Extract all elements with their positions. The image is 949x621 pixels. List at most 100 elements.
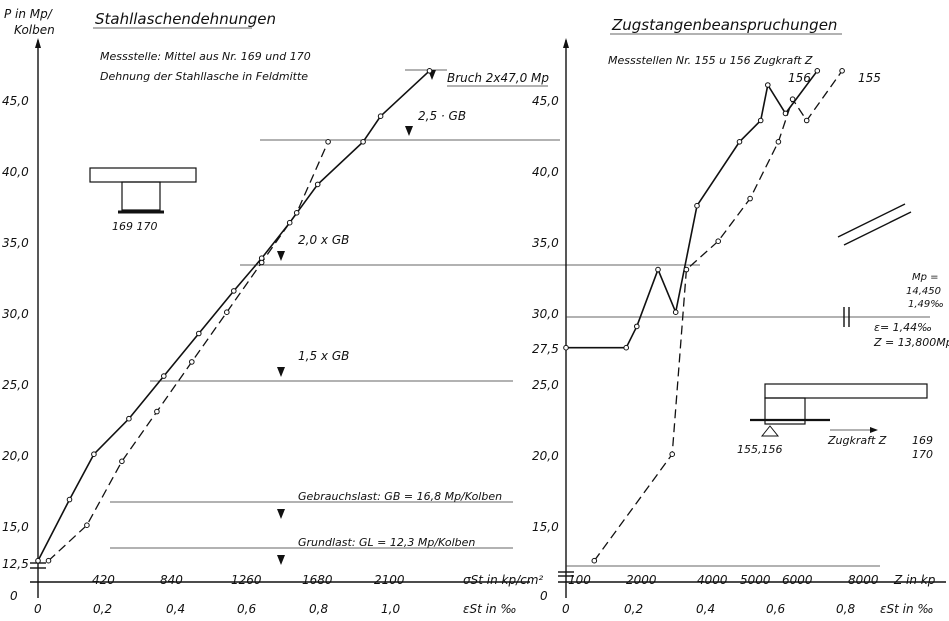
left-x-ticks-bottom: 0 0,2 0,4 0,6 0,8 1,0 εSt in ‰: [34, 602, 517, 616]
gb15-marker-icon: [277, 367, 285, 377]
left-chart: Stahllaschendehnungen Messstelle: Mittel…: [2, 7, 700, 616]
gb25-marker-icon: [405, 126, 413, 136]
data-point-170: [189, 359, 195, 365]
left-subtitle-2: Dehnung der Stahllasche in Feldmitte: [100, 70, 308, 83]
data-point-170: [258, 259, 265, 266]
series-line-170: [48, 141, 329, 562]
left-plot-area: [35, 68, 433, 564]
inset-label-155-156: 155,156: [737, 443, 783, 456]
data-point-156: [814, 68, 821, 74]
left-ytick: 35,0: [2, 236, 29, 250]
left-ytick: 12,5: [2, 557, 29, 571]
annot-grund: Grundlast: GL = 12,3 Mp/Kolben: [298, 536, 475, 549]
inset-flange-right: [764, 383, 928, 399]
annot-mp-3: 1,49‰: [908, 299, 944, 310]
right-xtick-top: 5000: [740, 573, 771, 587]
data-point-155: [715, 238, 722, 244]
grund-marker-icon: [277, 555, 285, 565]
data-point-169: [35, 557, 41, 564]
annot-z: Z = 13,800Mp: [873, 336, 949, 349]
annot-mp-2: 14,450: [906, 286, 941, 297]
data-point-155: [789, 96, 796, 102]
data-point-169: [314, 181, 321, 188]
inset-web-right: [764, 397, 806, 425]
right-xtick-bottom: 0,4: [696, 602, 715, 616]
data-point-155: [803, 117, 810, 124]
left-ytick: 40,0: [2, 165, 29, 179]
data-point-169: [231, 288, 237, 294]
left-ytick: 25,0: [2, 378, 29, 392]
annot-eps: ε= 1,44‰: [874, 321, 932, 334]
left-xlabel-top: σSt in kp/cm²: [463, 573, 543, 587]
right-xtick-top: 6000: [782, 573, 813, 587]
right-xlabel-bottom: εSt in ‰: [880, 602, 934, 616]
annot-gb15: 1,5 x GB: [298, 349, 349, 363]
right-chart: Zugstangenbeanspruchungen Messstellen Nr…: [532, 16, 949, 616]
left-ytick: 20,0: [2, 449, 29, 463]
left-ylabel-2: Kolben: [14, 23, 55, 37]
annot-gb20: 2,0 x GB: [298, 233, 349, 247]
label-155: 155: [858, 71, 881, 85]
series-line-155: [593, 70, 843, 562]
left-inset-section: 169 170: [89, 167, 197, 233]
inset-label: 169 170: [112, 220, 158, 233]
left-xtick-bottom: 0: [34, 602, 42, 616]
data-point-170: [224, 309, 230, 316]
left-subtitle-1: Messstelle: Mittel aus Nr. 169 und 170: [100, 50, 311, 63]
data-point-170: [325, 139, 331, 145]
right-title: Zugstangenbeanspruchungen: [611, 16, 837, 34]
data-point-169: [161, 373, 167, 379]
right-x-ticks-bottom: 0 0,2 0,4 0,6 0,8 εSt in ‰: [562, 602, 934, 616]
annot-mp-1: Mp =: [912, 272, 939, 283]
data-point-155: [775, 139, 782, 145]
right-plot-area: [563, 68, 845, 564]
left-title: Stahllaschendehnungen: [95, 10, 276, 28]
load-markers: [277, 70, 436, 565]
right-xtick-top: 4000: [697, 573, 728, 587]
data-point-156: [757, 117, 764, 124]
right-ytick: 40,0: [532, 165, 559, 179]
data-point-169: [196, 330, 202, 337]
right-xtick-bottom: 0,6: [766, 602, 785, 616]
inset-label-169: 169: [912, 434, 933, 447]
data-point-156: [563, 344, 569, 351]
gebrauch-marker-icon: [277, 509, 285, 519]
left-ylabel-1: P in Mp/: [4, 7, 54, 21]
annot-gb25: 2,5 · GB: [418, 109, 466, 123]
data-point-169: [91, 451, 97, 458]
gb20-marker-icon: [277, 251, 285, 261]
series-line-169: [37, 70, 431, 562]
left-xtick-bottom: 0,6: [237, 602, 256, 616]
data-point-155: [747, 195, 753, 202]
left-xtick-bottom: 0,2: [93, 602, 112, 616]
left-xtick-top: 420: [92, 573, 115, 587]
left-xtick-top: 1680: [302, 573, 333, 587]
data-point-156: [765, 82, 771, 88]
right-ytick: 25,0: [532, 378, 559, 392]
data-point-169: [126, 415, 132, 422]
inset-web: [121, 181, 161, 211]
left-ytick: 45,0: [2, 94, 29, 108]
annot-gebrauch: Gebrauchslast: GB = 16,8 Mp/Kolben: [298, 490, 502, 503]
annot-bruch: Bruch 2x47,0 Mp: [447, 71, 549, 85]
right-zero-label: 0: [540, 589, 548, 603]
data-point-156: [623, 344, 630, 351]
left-xtick-top: 1260: [231, 573, 262, 587]
inset-flange: [89, 167, 197, 183]
data-point-170: [119, 458, 125, 465]
right-y-ticks: 15,0 20,0 25,0 27,5 30,0 35,0 40,0 45,0: [532, 94, 559, 534]
right-inset-section: 155,156 Zugkraft Z 169 170: [737, 383, 933, 461]
data-point-156: [672, 309, 679, 316]
break-mark-1: [837, 203, 906, 238]
left-xtick-bottom: 1,0: [381, 602, 400, 616]
data-point-169: [286, 219, 293, 226]
left-xtick-bottom: 0,4: [166, 602, 185, 616]
data-point-170: [154, 408, 160, 415]
right-ytick: 35,0: [532, 236, 559, 250]
data-point-169: [66, 496, 73, 503]
left-zero-label: 0: [10, 589, 18, 603]
inset-label-zugkraft: Zugkraft Z: [827, 434, 887, 447]
series-line-156: [566, 70, 818, 349]
label-156: 156: [788, 71, 811, 85]
